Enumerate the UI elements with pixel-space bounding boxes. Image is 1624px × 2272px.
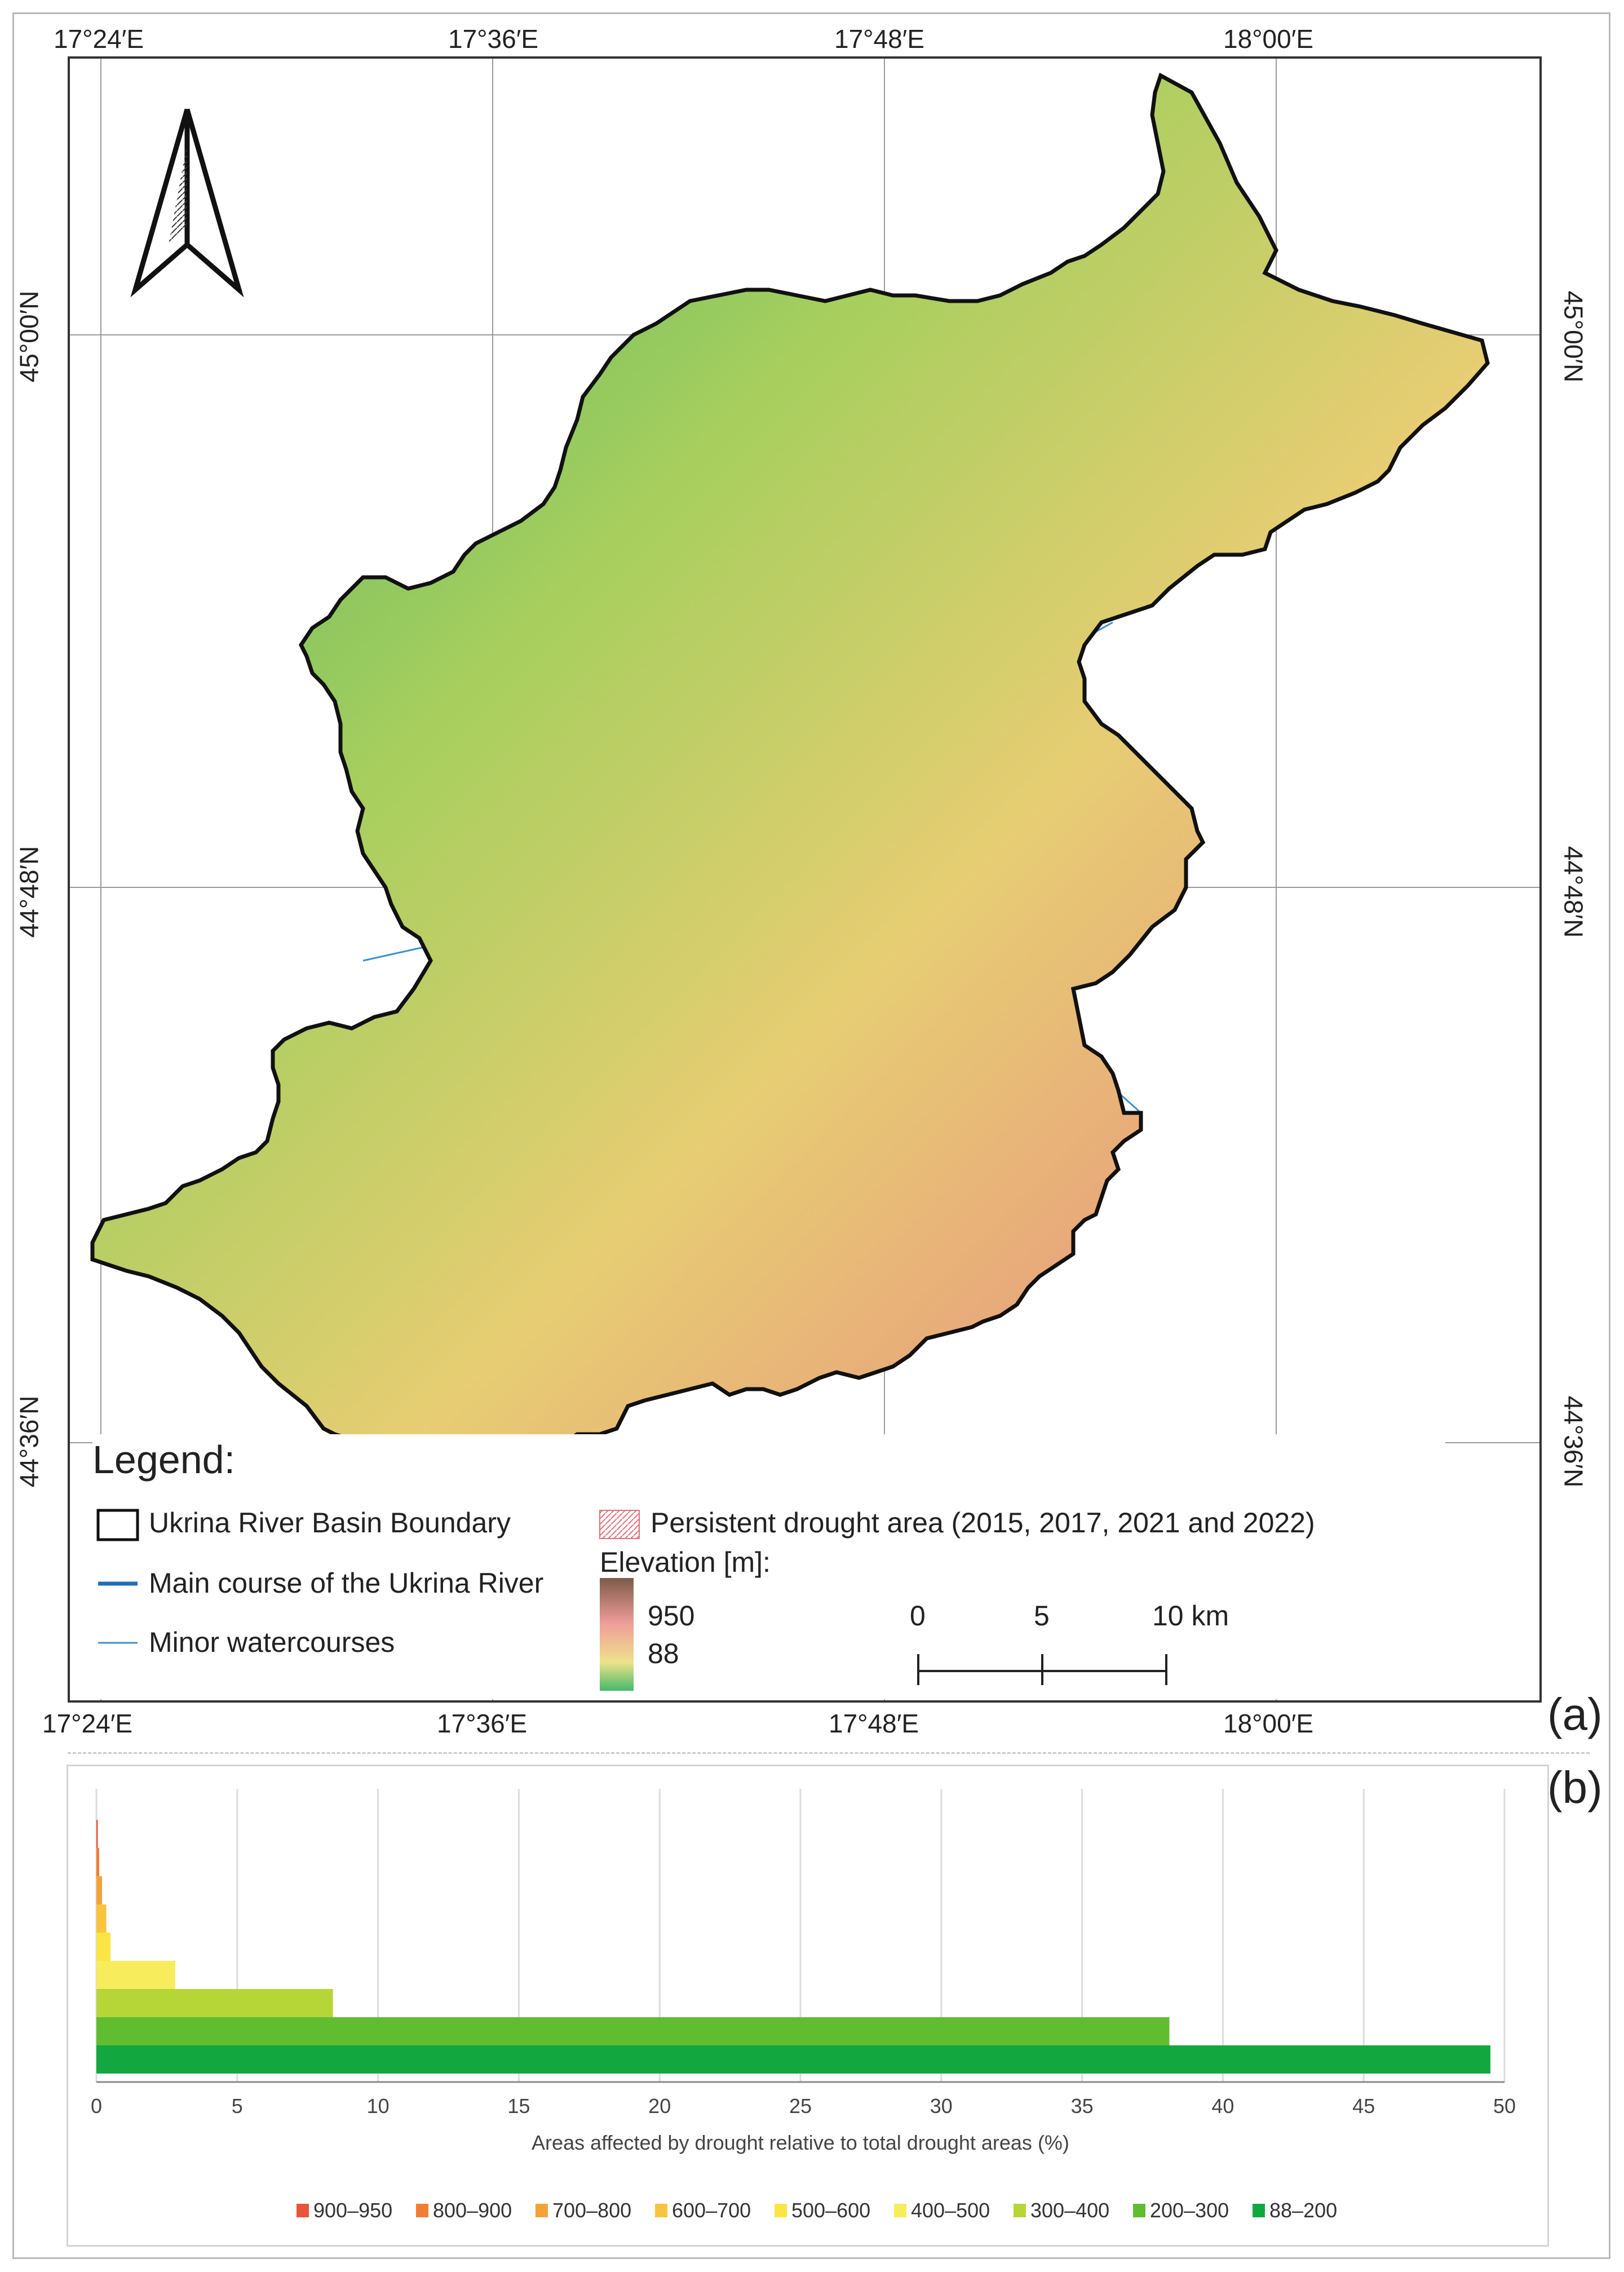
bar-88–200 — [96, 2045, 1491, 2074]
panel-label-b: (b) — [1547, 1762, 1603, 1813]
x-tick-label: 30 — [930, 2094, 953, 2118]
panel-divider — [68, 1752, 1590, 1754]
x-tick-label: 35 — [1071, 2094, 1094, 2118]
x-tick-label: 10 — [367, 2094, 390, 2118]
legend-label-400–500: 400–500 — [911, 2199, 990, 2222]
legend-label-500–600: 500–600 — [791, 2199, 870, 2222]
left-lat-label-2: 44°48′N — [14, 846, 44, 938]
legend-elevation-max: 950 — [648, 1600, 695, 1632]
x-tick-label: 0 — [91, 2094, 102, 2118]
top-lon-label-3: 17°48′E — [834, 24, 925, 54]
panel-label-a: (a) — [1547, 1689, 1603, 1739]
x-tick-label: 5 — [232, 2094, 243, 2118]
bar-400–500 — [96, 1961, 175, 1989]
bar-700–800 — [96, 1876, 102, 1904]
bottom-lon-label-3: 17°48′E — [829, 1709, 919, 1738]
legend-swatch-500–600 — [775, 2204, 787, 2217]
legend-elevation-title: Elevation [m]: — [600, 1546, 771, 1578]
legend-swatch-400–500 — [894, 2204, 906, 2217]
legend-label-88–200: 88–200 — [1269, 2199, 1337, 2222]
chart-panel: 0 5 10 15 20 25 30 35 40 45 50 Areas affected by dr… — [67, 1765, 1549, 2247]
legend-swatch-200–300 — [1133, 2204, 1145, 2217]
legend-main-course: Main course of the Ukrina River — [149, 1567, 544, 1599]
legend-label-700–800: 700–800 — [552, 2199, 631, 2222]
legend-drought-area: Persistent drought area (2015, 2017, 202… — [651, 1507, 1315, 1539]
legend-label-800–900: 800–900 — [433, 2199, 512, 2222]
bottom-lon-label-2: 17°36′E — [437, 1709, 528, 1738]
right-lat-label-2: 44°48′N — [1559, 846, 1588, 938]
left-lat-label-3: 44°36′N — [14, 1395, 44, 1488]
legend-swatch-600–700 — [655, 2204, 667, 2217]
legend-swatch-800–900 — [416, 2204, 428, 2217]
scale-label-0: 0 — [910, 1600, 926, 1632]
top-lon-label-1: 17°24′E — [54, 24, 144, 54]
legend-label-200–300: 200–300 — [1150, 2199, 1229, 2222]
top-lon-label-2: 17°36′E — [448, 24, 539, 54]
bar-300–400 — [96, 1989, 333, 2017]
map-panel: Legend: Ukrina River Basin Boundary Main… — [68, 56, 1542, 1703]
legend-swatch-88–200 — [1253, 2204, 1265, 2217]
legend-boundary-swatch — [96, 1509, 139, 1541]
legend-swatch-700–800 — [536, 2204, 548, 2217]
figure-frame — [12, 12, 1610, 2259]
bar-900–950 — [96, 1820, 98, 1848]
legend-minor-watercourses: Minor watercourses — [149, 1626, 395, 1658]
scale-label-5: 5 — [1034, 1600, 1050, 1632]
drought-elevation-bar-chart: 0 5 10 15 20 25 30 35 40 45 50 Areas affected by dr… — [91, 1789, 1516, 2222]
x-tick-label: 40 — [1211, 2094, 1234, 2118]
scale-bar — [917, 1654, 1167, 1685]
legend-panel — [92, 1434, 1445, 1699]
bar-200–300 — [96, 2017, 1170, 2045]
x-axis-label: Areas affected by drought relative to to… — [532, 2131, 1069, 2154]
right-lat-label-1: 45°00′N — [1559, 290, 1588, 383]
bar-800–900 — [96, 1848, 99, 1876]
legend-drought-swatch — [599, 1510, 640, 1539]
left-lat-label-1: 45°00′N — [14, 290, 44, 383]
legend-elevation-min: 88 — [648, 1638, 679, 1669]
x-tick-label: 45 — [1352, 2094, 1375, 2118]
legend-label-900–950: 900–950 — [313, 2199, 392, 2222]
map-canvas — [70, 59, 1539, 1700]
bar-600–700 — [96, 1904, 107, 1933]
x-tick-label: 15 — [507, 2094, 530, 2118]
legend-elevation-ramp — [600, 1578, 634, 1691]
north-arrow-icon — [130, 108, 244, 298]
bottom-lon-label-1: 17°24′E — [42, 1709, 133, 1738]
legend-label-600–700: 600–700 — [672, 2199, 751, 2222]
scale-label-10km: 10 km — [1152, 1600, 1229, 1632]
legend-label-300–400: 300–400 — [1030, 2199, 1109, 2222]
legend-swatch-900–950 — [297, 2204, 309, 2217]
x-tick-label: 20 — [648, 2094, 671, 2118]
legend-swatch-300–400 — [1014, 2204, 1026, 2217]
x-tick-label: 25 — [789, 2094, 812, 2118]
x-tick-label: 50 — [1493, 2094, 1516, 2118]
bottom-lon-label-4: 18°00′E — [1223, 1709, 1314, 1738]
top-lon-label-4: 18°00′E — [1223, 24, 1314, 54]
legend-title: Legend: — [92, 1438, 236, 1482]
legend-basin-boundary: Ukrina River Basin Boundary — [149, 1507, 511, 1539]
basin-boundary — [92, 76, 1488, 1479]
right-lat-label-3: 44°36′N — [1559, 1395, 1588, 1488]
bar-500–600 — [96, 1933, 110, 1961]
